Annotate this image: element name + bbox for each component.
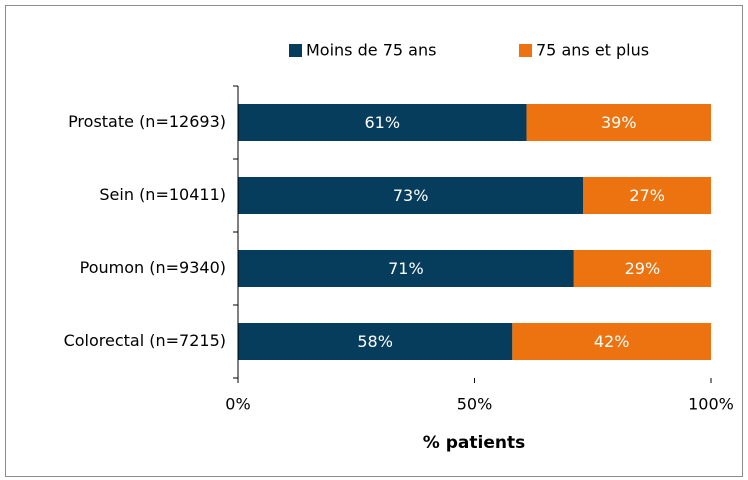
data-label: 29% xyxy=(625,259,661,278)
data-label: 58% xyxy=(357,332,393,351)
bar-segment xyxy=(573,250,711,287)
bar-segment xyxy=(238,250,574,287)
x-tick-label: 50% xyxy=(457,395,493,414)
bar-segment xyxy=(238,177,584,214)
data-label: 42% xyxy=(594,332,630,351)
bar-segment xyxy=(238,323,513,360)
bar-segment xyxy=(238,104,527,141)
bar-segment xyxy=(583,177,711,214)
data-label: 71% xyxy=(388,259,424,278)
data-label: 73% xyxy=(393,186,429,205)
chart-frame xyxy=(5,5,743,477)
data-label: 27% xyxy=(629,186,665,205)
y-tick-label: Prostate (n=12693) xyxy=(68,112,226,131)
x-tick-label: 100% xyxy=(688,395,734,414)
bar-segment xyxy=(526,104,711,141)
data-label: 39% xyxy=(601,113,637,132)
y-tick-label: Poumon (n=9340) xyxy=(80,258,226,277)
y-tick-label: Sein (n=10411) xyxy=(99,185,226,204)
legend-label: Moins de 75 ans xyxy=(306,41,436,60)
x-axis-title: % patients xyxy=(423,433,525,453)
legend-swatch xyxy=(289,44,302,57)
y-tick-label: Colorectal (n=7215) xyxy=(64,331,226,350)
legend-swatch xyxy=(519,44,532,57)
x-tick-label: 0% xyxy=(225,395,250,414)
data-label: 61% xyxy=(364,113,400,132)
legend-label: 75 ans et plus xyxy=(536,41,649,60)
bar-segment xyxy=(512,323,711,360)
